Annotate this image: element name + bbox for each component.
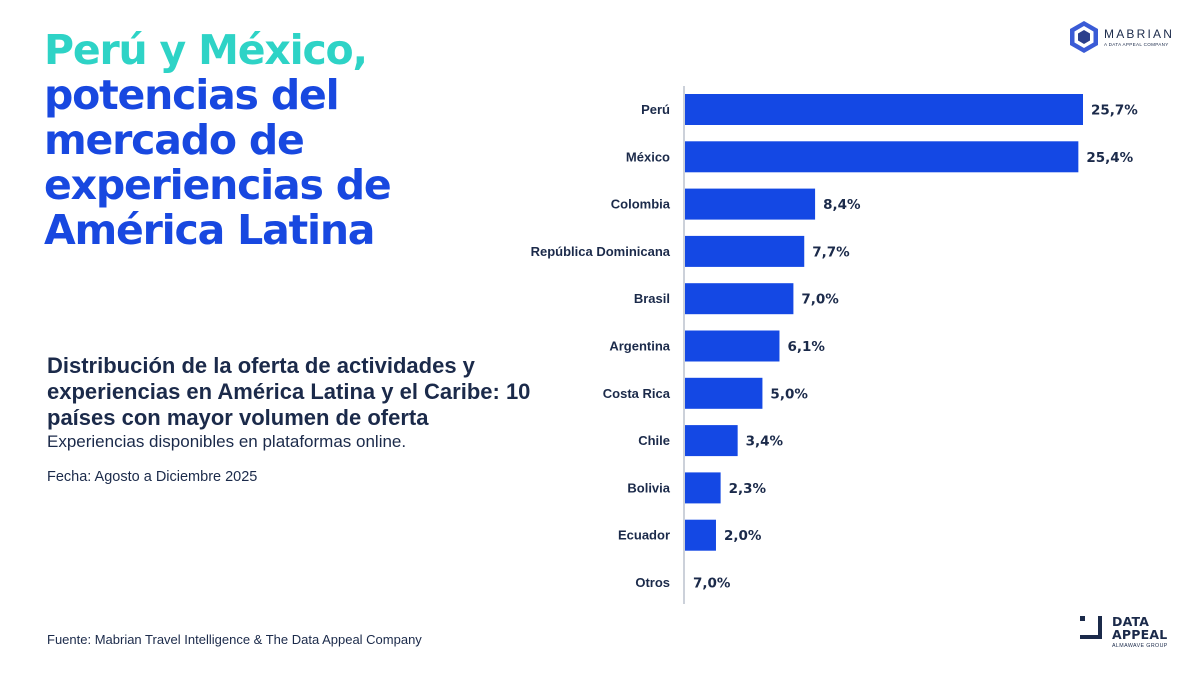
value-label-colombia: 8,4% <box>823 197 861 213</box>
chart-description: Distribución de la oferta de actividades… <box>47 353 547 453</box>
value-label-costa-rica: 5,0% <box>770 386 808 402</box>
category-label-argentina: Argentina <box>609 339 670 354</box>
data-appeal-logo: DATA APPEAL ALMAWAVE GROUP <box>1080 614 1180 654</box>
bar-ecuador <box>685 519 716 551</box>
category-label-otros: Otros <box>635 575 670 590</box>
value-label-peru: 25,7% <box>1091 103 1138 119</box>
value-label-republica-dominicana: 7,7% <box>812 244 850 260</box>
category-label-ecuador: Ecuador <box>618 528 670 543</box>
value-label-ecuador: 2,0% <box>724 528 762 544</box>
bar-brasil <box>685 283 794 315</box>
category-label-costa-rica: Costa Rica <box>603 386 671 401</box>
headline: Perú y México, potencias del mercado de … <box>44 28 504 253</box>
value-label-otros: 7,0% <box>693 576 731 592</box>
bar-peru <box>685 94 1083 125</box>
source-note: Fuente: Mabrian Travel Intelligence & Th… <box>47 632 422 647</box>
bar-republica-dominicana <box>685 235 805 267</box>
bar-argentina <box>685 330 780 362</box>
category-label-brasil: Brasil <box>634 291 670 306</box>
data-appeal-bracket-icon <box>1080 616 1102 639</box>
mabrian-hexagon-icon <box>1070 21 1098 53</box>
category-label-republica-dominicana: República Dominicana <box>531 244 671 259</box>
chart-description-subtitle: Experiencias disponibles en plataformas … <box>47 432 407 451</box>
mabrian-logo-name: MABRIAN <box>1104 27 1175 41</box>
bar-costa-rica <box>685 377 763 409</box>
bars <box>685 94 1083 551</box>
value-label-bolivia: 2,3% <box>729 481 767 497</box>
bar-colombia <box>685 188 816 220</box>
bar-mexico <box>685 141 1079 173</box>
category-label-chile: Chile <box>638 433 670 448</box>
data-appeal-logo-tagline: ALMAWAVE GROUP <box>1112 643 1168 649</box>
headline-accent: Perú y México, <box>44 26 368 74</box>
category-label-peru: Perú <box>641 102 670 117</box>
category-label-mexico: México <box>626 149 670 164</box>
bar-bolivia <box>685 472 721 504</box>
value-label-brasil: 7,0% <box>801 292 839 308</box>
chart-description-title: Distribución de la oferta de actividades… <box>47 353 531 430</box>
mabrian-logo-tagline: A DATA APPEAL COMPANY <box>1104 42 1169 47</box>
headline-main: potencias del mercado de experiencias de… <box>44 71 392 254</box>
labels: Perú 25,7% México 25,4% Colombia 8,4% Repúblic… <box>531 102 1139 592</box>
category-label-colombia: Colombia <box>611 197 671 212</box>
data-appeal-logo-line2: APPEAL <box>1112 627 1168 642</box>
mabrian-logo: MABRIAN A DATA APPEAL COMPANY <box>1068 20 1178 56</box>
bar-chile <box>685 425 738 457</box>
category-label-bolivia: Bolivia <box>627 480 670 495</box>
data-appeal-logo-line1: DATA <box>1112 614 1150 629</box>
value-label-mexico: 25,4% <box>1086 150 1133 166</box>
value-label-argentina: 6,1% <box>787 339 825 355</box>
value-label-chile: 3,4% <box>746 434 784 450</box>
date-range: Fecha: Agosto a Diciembre 2025 <box>47 469 258 485</box>
